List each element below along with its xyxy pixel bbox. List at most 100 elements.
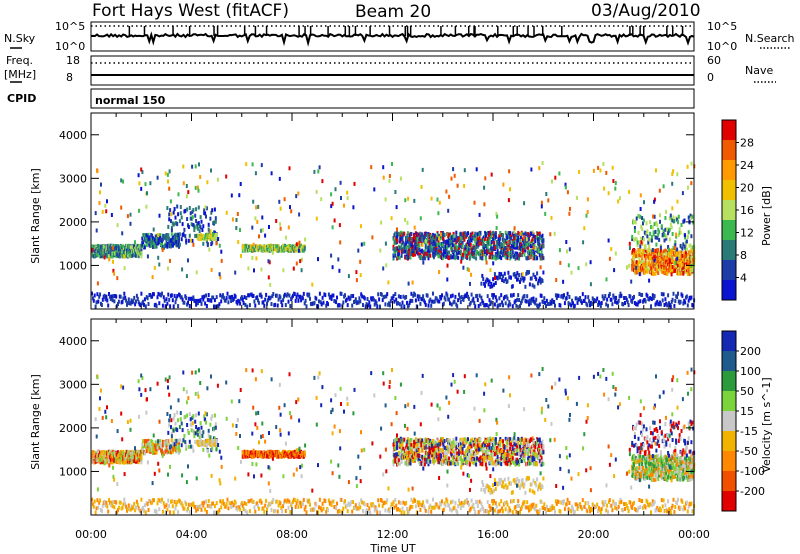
power-cell: [113, 299, 116, 304]
power-cell: [222, 295, 225, 300]
power-cell: [543, 296, 546, 301]
power-cell: [338, 303, 341, 308]
power-cell: [406, 249, 408, 254]
power-cell: [97, 244, 100, 249]
power-cell: [380, 292, 383, 297]
power-cell: [680, 223, 683, 227]
power-cell: [427, 256, 430, 261]
power-cell: [202, 297, 205, 302]
power-scatter: [105, 209, 108, 214]
power-cell: [529, 255, 532, 260]
power-cell: [214, 219, 217, 224]
power-scatter: [628, 263, 631, 268]
power-scatter: [166, 172, 169, 177]
power-cell: [652, 271, 655, 276]
power-cell: [496, 244, 499, 249]
power-scatter: [671, 181, 674, 186]
power-cell: [123, 291, 126, 296]
power-scatter: [446, 263, 449, 268]
power-scatter: [382, 165, 385, 170]
power-cell: [176, 243, 179, 248]
power-cell: [297, 298, 300, 303]
power-scatter: [112, 259, 114, 264]
velocity-cell: [161, 448, 163, 453]
power-cell: [456, 245, 459, 250]
power-cell: [642, 237, 645, 242]
power-cell: [686, 303, 689, 308]
power-scatter: [508, 169, 511, 174]
power-cell: [681, 246, 684, 251]
power-cell: [171, 298, 174, 303]
power-cell: [519, 235, 522, 239]
power-cell: [475, 232, 478, 237]
power-scatter: [268, 260, 271, 265]
power-cell: [483, 252, 486, 257]
power-cell: [403, 231, 406, 236]
power-scatter: [129, 221, 132, 226]
power-scatter: [237, 240, 240, 244]
velocity-panel: [91, 367, 696, 515]
power-scatter: [490, 240, 493, 245]
power-cell: [226, 291, 229, 296]
power-cell: [106, 298, 109, 303]
power-cell: [132, 299, 135, 304]
velocity-cell: [199, 421, 202, 426]
power-cell: [529, 301, 532, 306]
power-cell: [414, 235, 416, 240]
power-cell: [327, 302, 329, 307]
power-cell: [482, 277, 485, 281]
power-cell: [172, 304, 175, 309]
power-cell: [497, 303, 500, 308]
power-scatter: [619, 196, 621, 201]
power-cell: [183, 227, 186, 232]
power-cell: [667, 231, 670, 236]
power-scatter: [320, 197, 323, 202]
power-scatter: [185, 184, 188, 188]
power-cell: [157, 241, 160, 246]
power-cell: [685, 294, 688, 299]
power-scatter: [640, 240, 643, 245]
power-cell: [639, 248, 642, 253]
power-scatter: [330, 192, 333, 197]
velocity-cell: [182, 438, 185, 443]
power-cell: [538, 276, 541, 281]
power-cell: [164, 243, 167, 248]
power-scatter: [411, 280, 414, 285]
power-scatter: [140, 186, 143, 191]
power-scatter: [675, 232, 677, 237]
power-scatter: [299, 259, 302, 264]
power-cell: [143, 245, 146, 250]
power-cell: [510, 293, 513, 298]
velocity-cell: [167, 430, 170, 435]
power-scatter: [570, 270, 573, 275]
power-cell: [646, 265, 649, 270]
power-cell: [479, 230, 482, 235]
power-scatter: [475, 167, 478, 172]
power-cell: [411, 298, 414, 303]
power-cell: [449, 243, 451, 247]
power-cell: [124, 295, 127, 300]
power-cell: [396, 238, 399, 243]
power-cell: [531, 283, 534, 288]
power-cell: [170, 225, 173, 230]
power-scatter: [568, 247, 571, 252]
power-cell: [412, 293, 415, 298]
power-cell: [180, 215, 183, 220]
power-cell: [502, 274, 504, 279]
power-scatter: [235, 226, 238, 230]
power-cell: [493, 272, 496, 277]
power-cell: [409, 251, 412, 256]
power-scatter: [210, 168, 212, 173]
power-cell: [151, 294, 154, 299]
power-scatter: [628, 241, 631, 246]
power-scatter: [653, 258, 656, 263]
power-cell: [162, 295, 165, 300]
power-cell: [429, 253, 432, 258]
power-scatter: [169, 199, 172, 204]
velocity-cell: [122, 451, 125, 456]
power-scatter: [625, 265, 628, 270]
power-cell: [481, 256, 484, 260]
power-cell: [397, 250, 400, 255]
power-scatter: [406, 233, 409, 238]
power-cell: [139, 303, 142, 308]
